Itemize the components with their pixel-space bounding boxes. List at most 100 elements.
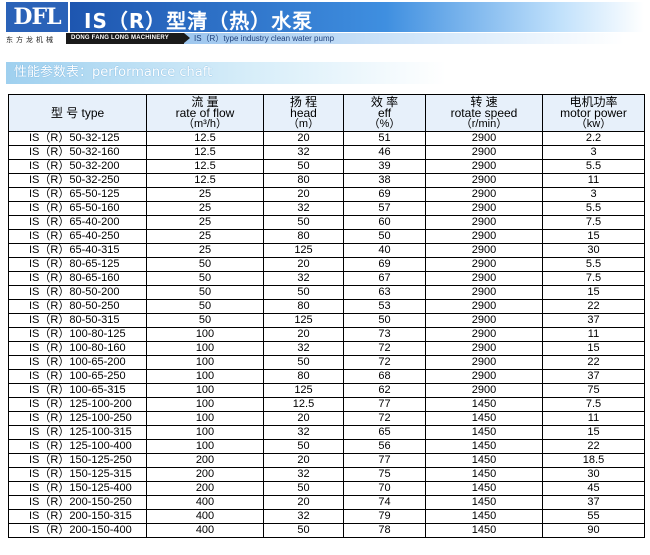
cell-efficiency: 57 bbox=[343, 201, 426, 216]
cell-power: 7.5 bbox=[542, 271, 645, 286]
cell-power: 5.5 bbox=[542, 257, 645, 272]
cell-speed: 2900 bbox=[425, 201, 543, 216]
cell-efficiency: 50 bbox=[343, 229, 426, 244]
table-row: IS（R）125-100-200 100 12.5 77 1450 7.5 bbox=[8, 397, 645, 412]
cell-power: 15 bbox=[542, 341, 645, 356]
cell-model: IS（R）65-50-160 bbox=[8, 201, 147, 216]
cell-speed: 1450 bbox=[425, 453, 543, 468]
cell-efficiency: 77 bbox=[343, 397, 426, 412]
table-row: IS（R）50-32-200 12.5 50 39 2900 5.5 bbox=[8, 159, 645, 174]
column-header-flow: 流 量 rate of flow （m³/h） bbox=[146, 94, 264, 132]
cell-head: 20 bbox=[263, 131, 344, 146]
cell-speed: 2900 bbox=[425, 159, 543, 174]
cell-speed: 2900 bbox=[425, 299, 543, 314]
table-row: IS（R）65-50-125 25 20 69 2900 3 bbox=[8, 187, 645, 202]
cell-power: 5.5 bbox=[542, 159, 645, 174]
cell-power: 75 bbox=[542, 383, 645, 398]
cell-model: IS（R）100-80-160 bbox=[8, 341, 147, 356]
cell-model: IS（R）125-100-400 bbox=[8, 439, 147, 454]
cell-model: IS（R）100-65-250 bbox=[8, 369, 147, 384]
cell-efficiency: 38 bbox=[343, 173, 426, 188]
cell-efficiency: 79 bbox=[343, 509, 426, 524]
cell-head: 32 bbox=[263, 341, 344, 356]
cell-model: IS（R）50-32-125 bbox=[8, 131, 147, 146]
cell-power: 22 bbox=[542, 355, 645, 370]
table-row: IS（R）100-65-315 100 125 62 2900 75 bbox=[8, 383, 645, 398]
title-banner: IS（R）型清（热）水泵 bbox=[70, 2, 644, 33]
table-row: IS（R）150-125-315 200 32 75 1450 30 bbox=[8, 467, 645, 482]
cell-flow: 50 bbox=[146, 313, 264, 328]
cell-speed: 2900 bbox=[425, 327, 543, 342]
cell-speed: 2900 bbox=[425, 369, 543, 384]
cell-power: 11 bbox=[542, 327, 645, 342]
cell-flow: 50 bbox=[146, 271, 264, 286]
cell-head: 50 bbox=[263, 159, 344, 174]
cell-power: 30 bbox=[542, 467, 645, 482]
cell-head: 125 bbox=[263, 313, 344, 328]
table-row: IS（R）65-40-200 25 50 60 2900 7.5 bbox=[8, 215, 645, 230]
cell-flow: 12.5 bbox=[146, 145, 264, 160]
cell-power: 15 bbox=[542, 229, 645, 244]
cell-speed: 1450 bbox=[425, 509, 543, 524]
table-row: IS（R）150-125-250 200 20 77 1450 18.5 bbox=[8, 453, 645, 468]
cell-head: 20 bbox=[263, 257, 344, 272]
cell-power: 3 bbox=[542, 187, 645, 202]
column-header-speed: 转 速 rotate speed （r/min） bbox=[425, 94, 543, 132]
cell-efficiency: 65 bbox=[343, 425, 426, 440]
cell-head: 20 bbox=[263, 327, 344, 342]
cell-speed: 2900 bbox=[425, 145, 543, 160]
cell-flow: 100 bbox=[146, 397, 264, 412]
table-row: IS（R）150-125-400 200 50 70 1450 45 bbox=[8, 481, 645, 496]
cell-flow: 200 bbox=[146, 481, 264, 496]
table-row: IS（R）65-40-315 25 125 40 2900 30 bbox=[8, 243, 645, 258]
cell-model: IS（R）65-40-250 bbox=[8, 229, 147, 244]
cell-efficiency: 72 bbox=[343, 411, 426, 426]
cell-flow: 25 bbox=[146, 215, 264, 230]
cell-speed: 1450 bbox=[425, 467, 543, 482]
cell-efficiency: 70 bbox=[343, 481, 426, 496]
cell-model: IS（R）100-65-315 bbox=[8, 383, 147, 398]
page-title: IS（R）型清（热）水泵 bbox=[84, 9, 314, 33]
cell-model: IS（R）150-125-315 bbox=[8, 467, 147, 482]
cell-flow: 50 bbox=[146, 299, 264, 314]
cell-model: IS（R）125-100-200 bbox=[8, 397, 147, 412]
table-row: IS（R）80-65-125 50 20 69 2900 5.5 bbox=[8, 257, 645, 272]
cell-model: IS（R）200-150-400 bbox=[8, 523, 147, 538]
cell-power: 7.5 bbox=[542, 215, 645, 230]
table-row: IS（R）100-80-160 100 32 72 2900 15 bbox=[8, 341, 645, 356]
cell-flow: 50 bbox=[146, 257, 264, 272]
cell-power: 90 bbox=[542, 523, 645, 538]
cell-efficiency: 39 bbox=[343, 159, 426, 174]
cell-head: 20 bbox=[263, 495, 344, 510]
cell-head: 32 bbox=[263, 271, 344, 286]
cell-flow: 25 bbox=[146, 229, 264, 244]
cell-power: 5.5 bbox=[542, 201, 645, 216]
section-title: 性能参数表：performance chaft bbox=[14, 65, 213, 80]
column-header-power: 电机功率 motor power （kw） bbox=[542, 94, 645, 132]
table-row: IS（R）100-65-250 100 80 68 2900 37 bbox=[8, 369, 645, 384]
cell-head: 32 bbox=[263, 201, 344, 216]
table-row: IS（R）65-50-160 25 32 57 2900 5.5 bbox=[8, 201, 645, 216]
cell-efficiency: 73 bbox=[343, 327, 426, 342]
cell-model: IS（R）100-65-200 bbox=[8, 355, 147, 370]
cell-speed: 2900 bbox=[425, 173, 543, 188]
cell-power: 15 bbox=[542, 425, 645, 440]
cell-model: IS（R）150-125-400 bbox=[8, 481, 147, 496]
cell-model: IS（R）125-100-315 bbox=[8, 425, 147, 440]
cell-model: IS（R）65-50-125 bbox=[8, 187, 147, 202]
column-header-efficiency: 效 率 eff （%） bbox=[343, 94, 426, 132]
cell-efficiency: 72 bbox=[343, 341, 426, 356]
table-row: IS（R）50-32-125 12.5 20 51 2900 2.2 bbox=[8, 131, 645, 146]
cell-flow: 100 bbox=[146, 425, 264, 440]
cell-head: 50 bbox=[263, 439, 344, 454]
cell-speed: 2900 bbox=[425, 243, 543, 258]
cell-flow: 100 bbox=[146, 327, 264, 342]
cell-efficiency: 50 bbox=[343, 313, 426, 328]
cell-model: IS（R）100-80-125 bbox=[8, 327, 147, 342]
cell-flow: 100 bbox=[146, 411, 264, 426]
cell-power: 2.2 bbox=[542, 131, 645, 146]
cell-power: 30 bbox=[542, 243, 645, 258]
cell-speed: 2900 bbox=[425, 215, 543, 230]
cell-flow: 12.5 bbox=[146, 159, 264, 174]
cell-head: 125 bbox=[263, 383, 344, 398]
